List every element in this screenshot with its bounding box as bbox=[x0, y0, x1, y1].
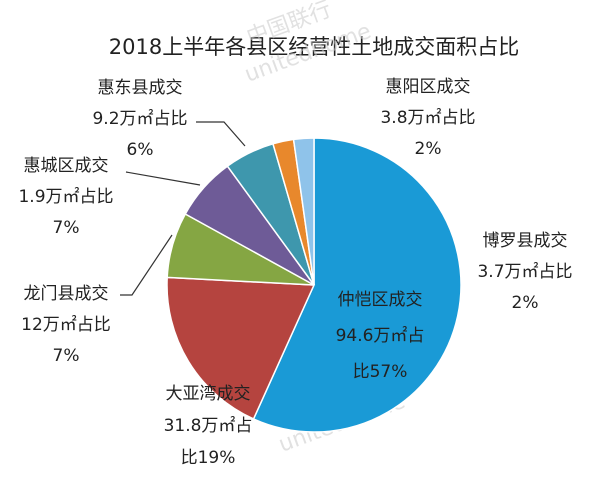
slice-label-line: 31.8万㎡占 bbox=[164, 416, 253, 436]
slice-label-line: 6% bbox=[127, 140, 154, 160]
slice-label-line: 2% bbox=[415, 139, 442, 159]
slice-label-line: 7% bbox=[53, 218, 80, 238]
slice-label-huicheng: 惠城区成交 1.9万㎡占比 7% bbox=[18, 156, 113, 238]
slice-label-line: 7% bbox=[53, 346, 80, 366]
slice-label-line: 惠城区成交 bbox=[24, 156, 109, 176]
slice-label-line: 94.6万㎡占 bbox=[336, 326, 425, 346]
leader-line-longmen bbox=[120, 234, 173, 296]
slice-label-line: 9.2万㎡占比 bbox=[92, 109, 187, 129]
slice-labels: 仲恺区成交 94.6万㎡占比57% 大亚湾成交 31.8万㎡占比19% 龙门县成交 12万… bbox=[18, 77, 572, 468]
pie-slices bbox=[166, 137, 462, 433]
leader-line-huidong bbox=[196, 121, 246, 147]
slice-label-line: 龙门县成交 bbox=[24, 284, 109, 304]
slice-label-line: 惠阳区成交 bbox=[386, 77, 471, 97]
pie-slice-zhongkai bbox=[252, 137, 462, 433]
slice-label-line: 比57% bbox=[353, 362, 408, 382]
slice-label-line: 博罗县成交 bbox=[483, 231, 568, 251]
slice-label-line: 大亚湾成交 bbox=[166, 384, 251, 404]
slice-label-line: 惠东县成交 bbox=[98, 78, 183, 98]
chart-title: 2018上半年各县区经营性土地成交面积占比 bbox=[109, 35, 519, 59]
slice-label-huidong: 惠东县成交 9.2万㎡占比 6% bbox=[92, 78, 187, 160]
slice-label-line: 仲恺区成交 bbox=[338, 290, 423, 310]
slice-label-huiyang: 惠阳区成交 3.8万㎡占比 2% bbox=[380, 77, 475, 159]
slice-label-longmen: 龙门县成交 12万㎡占比 7% bbox=[21, 284, 111, 366]
leader-line-huicheng bbox=[125, 171, 201, 186]
slice-label-zhongkai: 仲恺区成交 94.6万㎡占比57% bbox=[336, 290, 425, 382]
pie-slice-boluo bbox=[292, 137, 315, 286]
pie-slice-dayawan bbox=[166, 276, 316, 420]
slice-label-line: 3.7万㎡占比 bbox=[477, 262, 572, 282]
slice-label-line: 1.9万㎡占比 bbox=[18, 187, 113, 207]
slice-label-line: 3.8万㎡占比 bbox=[380, 108, 475, 128]
slice-label-dayawan: 大亚湾成交 31.8万㎡占比19% bbox=[164, 384, 253, 468]
slice-label-boluo: 博罗县成交 3.7万㎡占比 2% bbox=[477, 231, 572, 313]
slice-label-line: 2% bbox=[512, 293, 539, 313]
slice-label-line: 12万㎡占比 bbox=[21, 315, 111, 335]
slice-label-line: 比19% bbox=[181, 448, 236, 468]
leader-lines bbox=[120, 121, 246, 296]
